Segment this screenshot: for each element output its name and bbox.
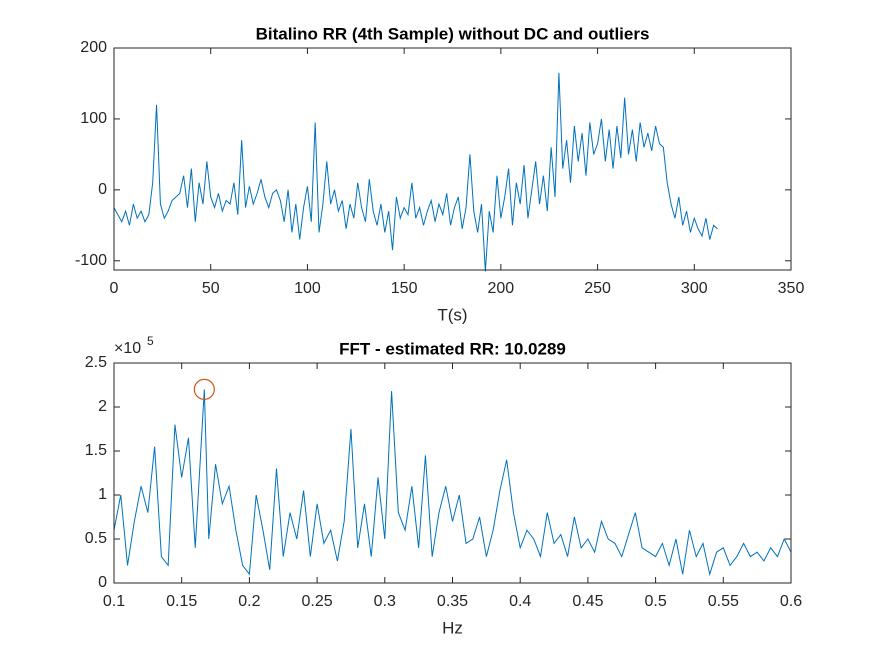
y-tick-label: 0 xyxy=(98,574,107,591)
x-tick-label: 0.35 xyxy=(437,593,468,610)
y-multiplier-exponent: 5 xyxy=(147,334,154,348)
x-tick-label: 0.1 xyxy=(103,593,125,610)
axes-background xyxy=(114,48,791,270)
x-tick-label: 0.4 xyxy=(509,593,531,610)
x-tick-label: 200 xyxy=(488,280,515,297)
y-multiplier: ×10 xyxy=(114,340,141,357)
x-tick-label: 100 xyxy=(294,280,321,297)
y-tick-label: 0.5 xyxy=(85,530,107,547)
y-tick-label: -100 xyxy=(75,252,107,269)
x-tick-label: 300 xyxy=(681,280,708,297)
x-tick-label: 0.6 xyxy=(780,593,802,610)
y-tick-label: 2 xyxy=(98,398,107,415)
data-line xyxy=(113,389,792,577)
axes-box xyxy=(113,47,792,271)
data-line xyxy=(113,72,718,272)
x-axis-label: T(s) xyxy=(437,305,467,324)
x-tick-label: 150 xyxy=(391,280,418,297)
y-tick-label: 200 xyxy=(80,39,107,56)
x-tick-label: 50 xyxy=(202,280,220,297)
x-tick-label: 250 xyxy=(584,280,611,297)
y-tick-label: 2.5 xyxy=(85,354,107,371)
x-tick-label: 0.3 xyxy=(374,593,396,610)
peak-marker xyxy=(193,378,215,400)
y-tick-label: 100 xyxy=(80,110,107,127)
x-tick-label: 0.5 xyxy=(644,593,666,610)
x-tick-label: 0.55 xyxy=(708,593,739,610)
x-tick-label: 0.2 xyxy=(238,593,260,610)
x-tick-label: 350 xyxy=(778,280,805,297)
y-tick-label: 0 xyxy=(98,181,107,198)
x-axis-label: Hz xyxy=(442,618,463,637)
chart-title: FFT - estimated RR: 10.0289 xyxy=(339,339,566,358)
axes-background xyxy=(114,363,791,583)
x-tick-label: 0.45 xyxy=(572,593,603,610)
x-tick-label: 0.25 xyxy=(302,593,333,610)
x-tick-label: 0.15 xyxy=(166,593,197,610)
chart-title: Bitalino RR (4th Sample) without DC and … xyxy=(256,24,650,43)
y-tick-label: 1.5 xyxy=(85,442,107,459)
y-tick-label: 1 xyxy=(98,486,107,503)
x-tick-label: 0 xyxy=(110,280,119,297)
